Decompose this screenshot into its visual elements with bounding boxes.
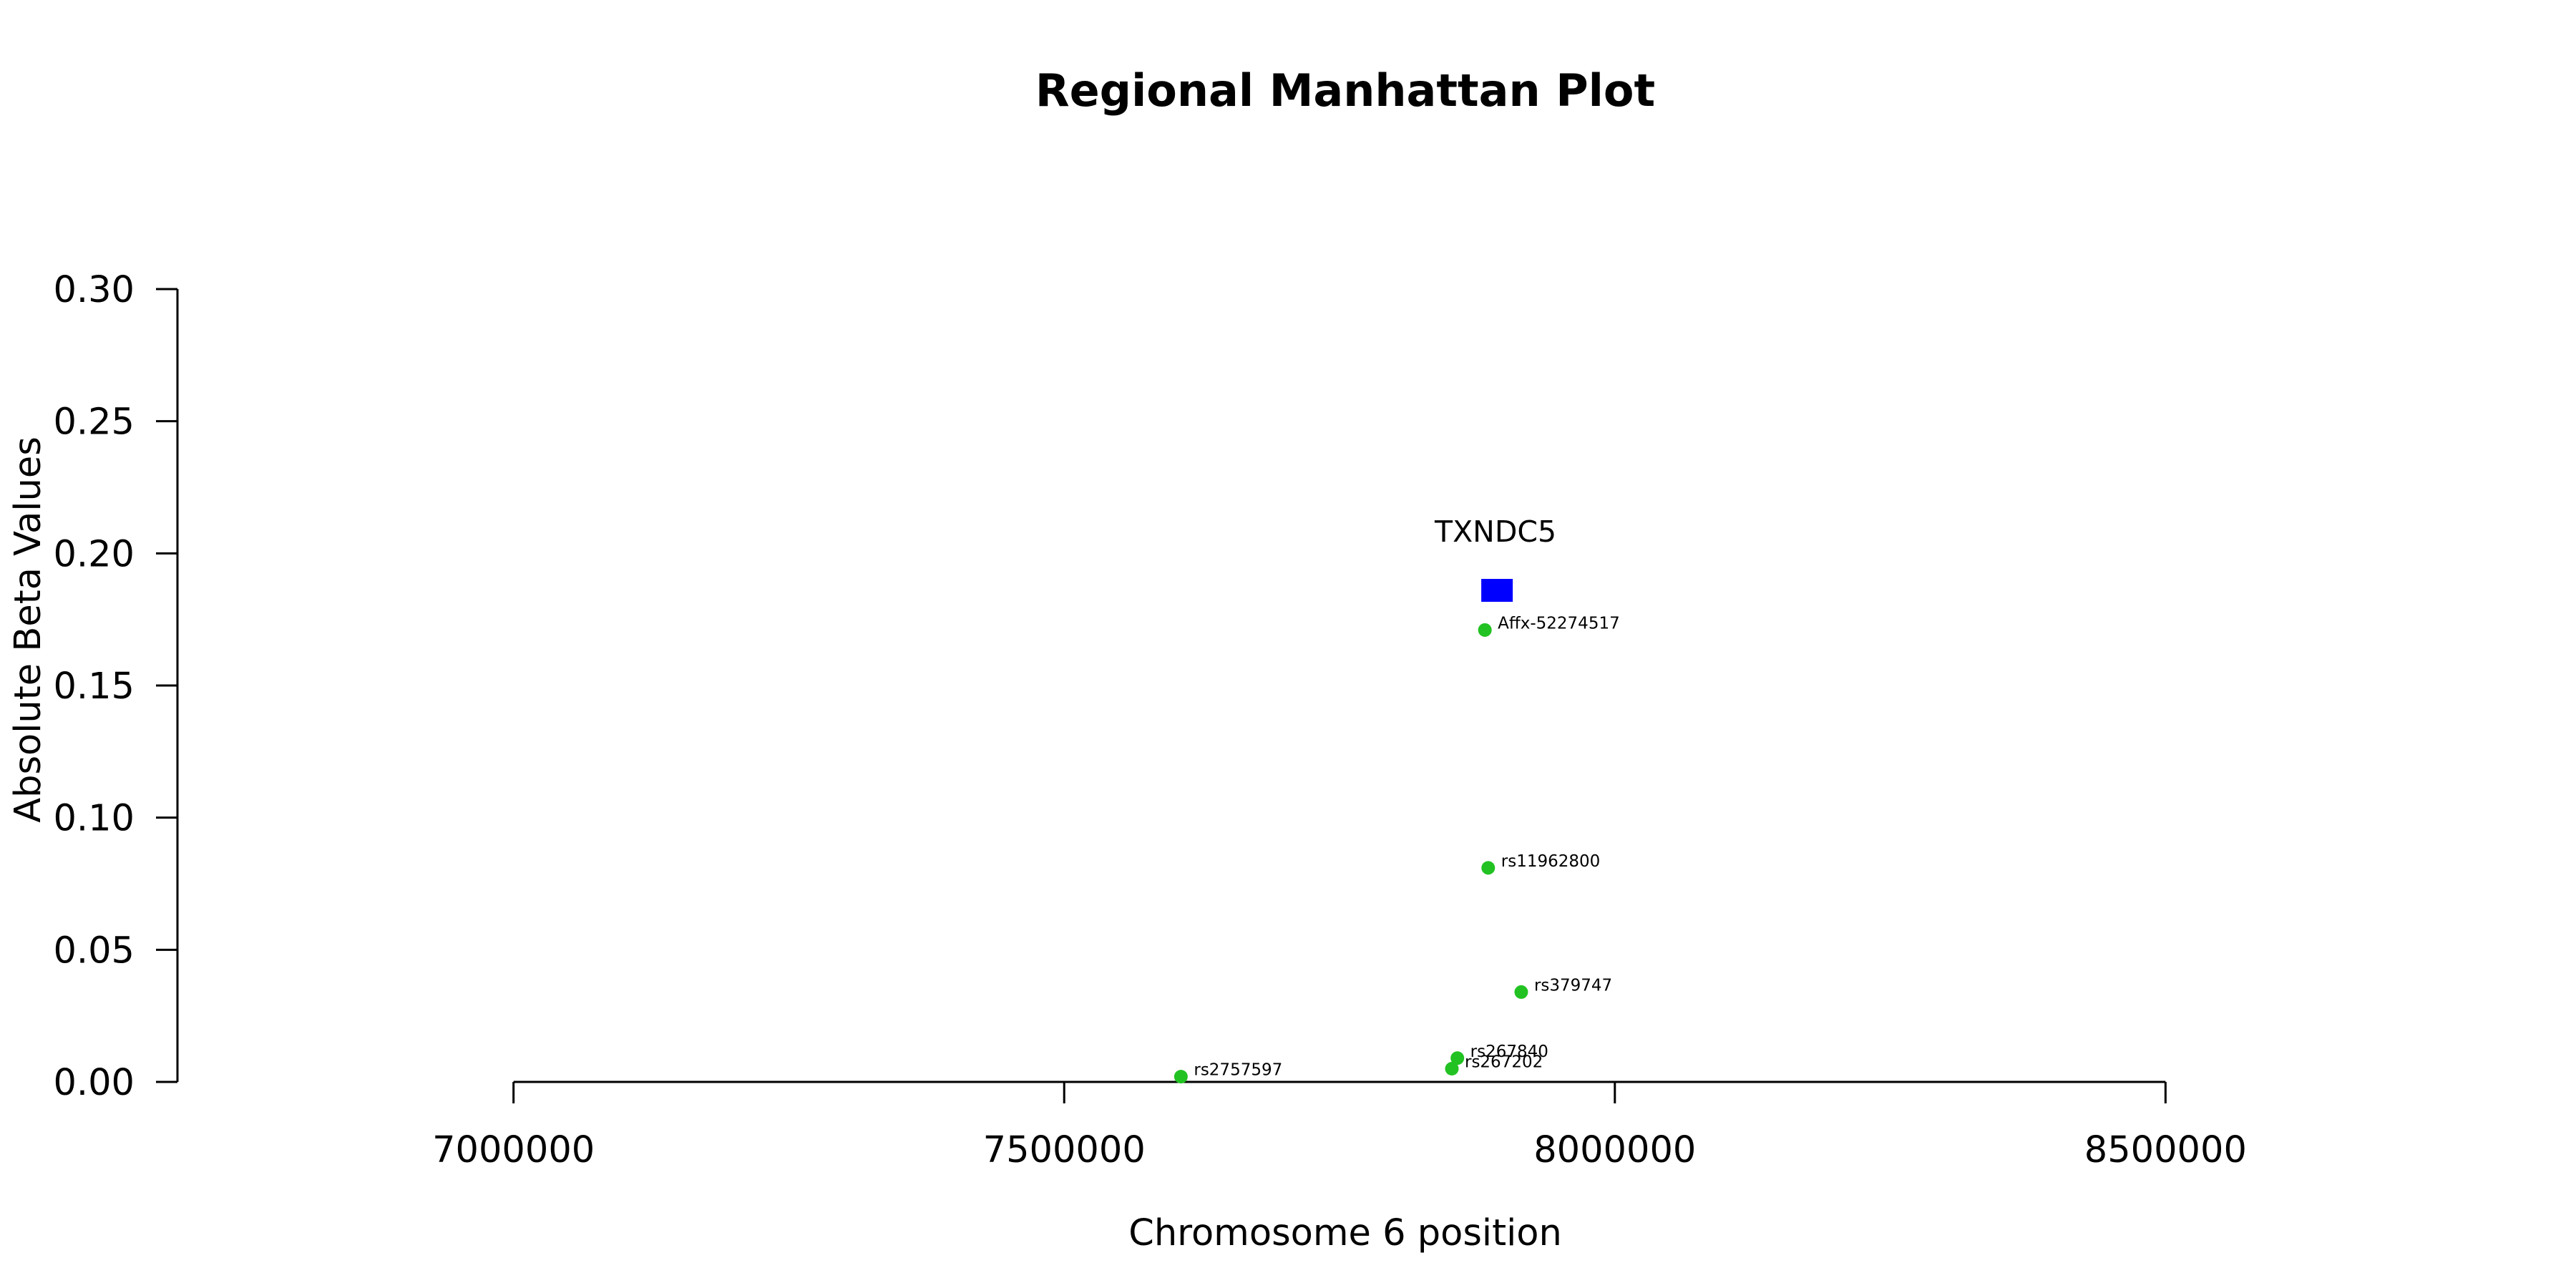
chart-title: Regional Manhattan Plot: [1035, 64, 1655, 117]
data-point-label: rs267840: [1470, 1043, 1548, 1061]
x-tick-label: 8500000: [2084, 1129, 2247, 1171]
x-axis: 7000000 7500000 8000000 8500000: [432, 1080, 2247, 1171]
gene-label: TXNDC5: [1434, 514, 1556, 549]
data-point: [1445, 1062, 1459, 1076]
x-tick-label: 8000000: [1533, 1129, 1696, 1171]
gene-marker: [1481, 579, 1513, 602]
y-tick-label: 0.10: [53, 798, 135, 840]
x-tick-label: 7500000: [983, 1129, 1146, 1171]
y-tick-label: 0.25: [53, 401, 135, 444]
data-point-label: rs267202: [1465, 1053, 1543, 1072]
y-tick-label: 0.30: [53, 269, 135, 311]
gene-marker-group: TXNDC5: [1434, 514, 1556, 602]
data-point: [1174, 1070, 1188, 1084]
data-point: [1478, 623, 1492, 637]
data-point-label: rs2757597: [1194, 1061, 1282, 1080]
y-tick-label: 0.20: [53, 533, 135, 575]
data-point-label: Affx-52274517: [1498, 614, 1620, 633]
data-point: [1481, 861, 1496, 875]
data-point-label: rs11962800: [1501, 852, 1601, 871]
y-tick-label: 0.00: [53, 1062, 135, 1104]
x-axis-label: Chromosome 6 position: [1128, 1212, 1562, 1254]
y-tick-label: 0.15: [53, 665, 135, 708]
y-axis: 0.00 0.05 0.10 0.15 0.20 0.25 0.30: [53, 269, 179, 1104]
x-tick-label: 7000000: [432, 1129, 595, 1171]
y-axis-label: Absolute Beta Values: [7, 436, 49, 823]
data-point-label: rs379747: [1534, 976, 1612, 995]
data-point: [1514, 985, 1528, 999]
data-point: [1450, 1051, 1465, 1065]
data-points: Affx-52274517rs11962800rs379747rs267840r…: [1174, 614, 1620, 1084]
y-tick-label: 0.05: [53, 930, 135, 972]
